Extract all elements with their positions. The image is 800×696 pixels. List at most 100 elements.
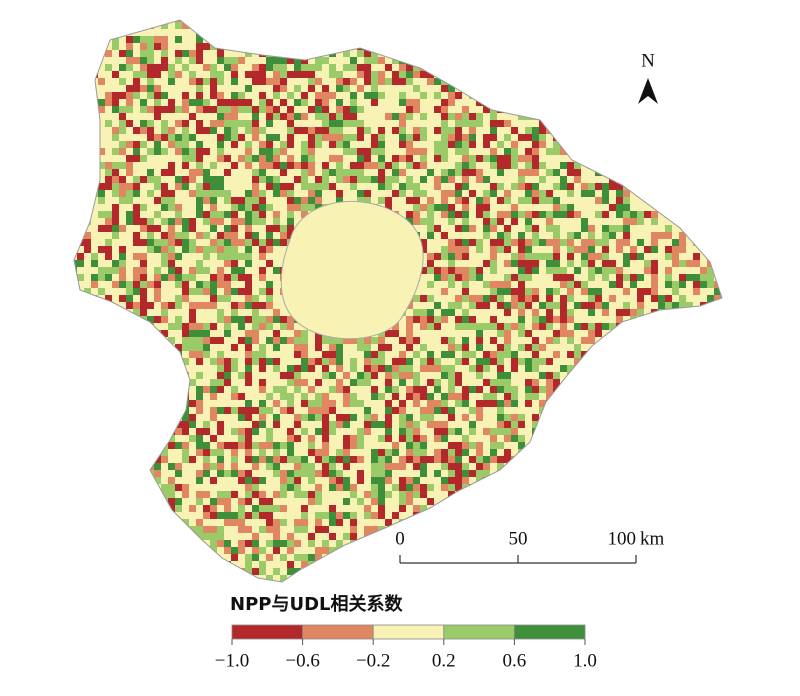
raster-cell	[224, 267, 231, 274]
raster-cell	[434, 253, 441, 260]
raster-cell	[609, 344, 616, 351]
raster-cell	[175, 85, 182, 92]
raster-cell	[441, 113, 448, 120]
raster-cell	[231, 379, 238, 386]
raster-cell	[329, 351, 336, 358]
raster-cell	[224, 106, 231, 113]
raster-cell	[294, 337, 301, 344]
raster-cell	[315, 344, 322, 351]
raster-cell	[266, 155, 273, 162]
raster-cell	[413, 20, 420, 22]
raster-cell	[546, 36, 553, 43]
raster-cell	[231, 78, 238, 85]
raster-cell	[385, 183, 392, 190]
raster-cell	[413, 43, 420, 50]
raster-cell	[707, 43, 714, 50]
raster-cell	[609, 127, 616, 134]
raster-cell	[98, 120, 105, 127]
raster-cell	[287, 379, 294, 386]
raster-cell	[427, 78, 434, 85]
raster-cell	[203, 281, 210, 288]
raster-cell	[714, 50, 721, 57]
raster-cell	[406, 99, 413, 106]
raster-cell	[462, 148, 469, 155]
raster-cell	[560, 260, 567, 267]
raster-cell	[588, 295, 595, 302]
raster-cell	[308, 71, 315, 78]
raster-cell	[462, 309, 469, 316]
raster-cell	[168, 22, 175, 29]
raster-cell	[448, 36, 455, 43]
raster-cell	[406, 365, 413, 372]
raster-cell	[679, 365, 686, 372]
raster-cell	[651, 20, 658, 22]
raster-cell	[168, 106, 175, 113]
raster-cell	[609, 337, 616, 344]
raster-cell	[273, 232, 280, 239]
raster-cell	[301, 162, 308, 169]
raster-cell	[609, 106, 616, 113]
raster-cell	[259, 197, 266, 204]
raster-cell	[84, 386, 91, 393]
raster-cell	[343, 169, 350, 176]
raster-cell	[84, 197, 91, 204]
raster-cell	[497, 78, 504, 85]
raster-cell	[196, 141, 203, 148]
raster-cell	[490, 78, 497, 85]
raster-cell	[567, 36, 574, 43]
raster-cell	[301, 29, 308, 36]
raster-cell	[686, 183, 693, 190]
raster-cell	[161, 113, 168, 120]
raster-cell	[602, 351, 609, 358]
raster-cell	[581, 50, 588, 57]
raster-cell	[588, 323, 595, 330]
raster-cell	[490, 43, 497, 50]
raster-cell	[553, 99, 560, 106]
raster-cell	[560, 106, 567, 113]
raster-cell	[616, 218, 623, 225]
raster-cell	[112, 232, 119, 239]
raster-cell	[497, 127, 504, 134]
raster-cell	[147, 267, 154, 274]
raster-cell	[630, 267, 637, 274]
raster-cell	[329, 358, 336, 365]
raster-cell	[679, 372, 686, 379]
raster-cell	[126, 365, 133, 372]
raster-cell	[119, 162, 126, 169]
raster-cell	[74, 64, 77, 71]
raster-cell	[84, 71, 91, 78]
raster-cell	[105, 43, 112, 50]
raster-cell	[511, 197, 518, 204]
raster-cell	[189, 99, 196, 106]
raster-cell	[497, 20, 504, 22]
raster-cell	[616, 211, 623, 218]
raster-cell	[567, 127, 574, 134]
raster-cell	[112, 134, 119, 141]
raster-cell	[616, 309, 623, 316]
raster-cell	[644, 71, 651, 78]
raster-cell	[266, 365, 273, 372]
raster-cell	[588, 120, 595, 127]
raster-cell	[133, 197, 140, 204]
raster-cell	[651, 295, 658, 302]
raster-cell	[616, 78, 623, 85]
raster-cell	[546, 372, 553, 379]
raster-cell	[210, 365, 217, 372]
raster-cell	[567, 99, 574, 106]
raster-cell	[469, 379, 476, 386]
raster-cell	[140, 50, 147, 57]
raster-cell	[287, 141, 294, 148]
raster-cell	[658, 176, 665, 183]
raster-cell	[497, 99, 504, 106]
raster-cell	[112, 211, 119, 218]
raster-cell	[441, 288, 448, 295]
raster-cell	[434, 92, 441, 99]
raster-cell	[721, 106, 722, 113]
raster-cell	[231, 57, 238, 64]
raster-cell	[539, 274, 546, 281]
raster-cell	[105, 141, 112, 148]
raster-cell	[518, 148, 525, 155]
raster-cell	[112, 169, 119, 176]
raster-cell	[539, 183, 546, 190]
raster-cell	[203, 113, 210, 120]
